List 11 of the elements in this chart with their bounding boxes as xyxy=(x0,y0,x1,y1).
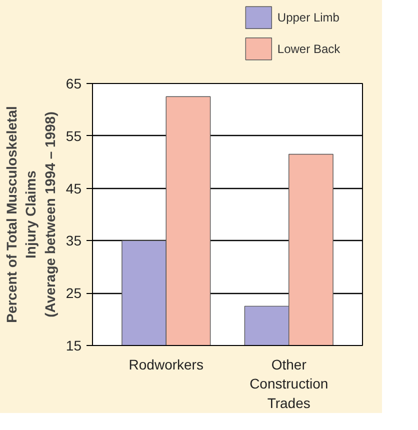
legend-label: Lower Back xyxy=(277,42,342,56)
y-tick-label: 15 xyxy=(66,338,82,354)
y-tick-label: 35 xyxy=(66,232,82,249)
x-tick-label: Other Construction Trades xyxy=(250,356,328,411)
x-tick-label: Rodworkers xyxy=(128,356,204,372)
y-tick-label: 55 xyxy=(66,128,82,144)
y-tick-label: 45 xyxy=(66,180,82,196)
y-tick-label: 65 xyxy=(66,76,82,92)
y-tick-label: 25 xyxy=(66,285,82,302)
y-axis-title: Percent of Total Musculoskeletal Injury Claims (Average between 1994 – 1998) xyxy=(4,106,58,323)
legend-label: Upper Limb xyxy=(277,10,340,25)
